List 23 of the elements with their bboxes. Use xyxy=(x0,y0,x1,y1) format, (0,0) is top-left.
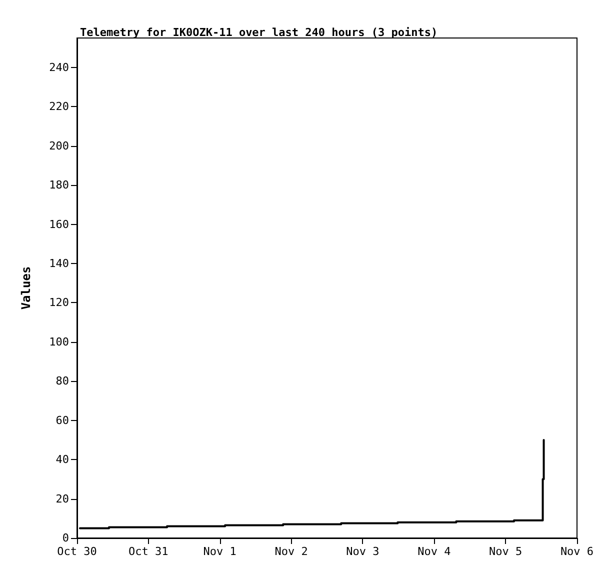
y-tick-label: 140 xyxy=(49,256,69,270)
y-tick-label: 180 xyxy=(49,178,69,192)
y-tick-label: 20 xyxy=(56,492,69,506)
y-tick-label: 80 xyxy=(56,374,69,388)
y-tick-label: 220 xyxy=(49,100,69,114)
y-tick-label: 40 xyxy=(56,453,69,466)
x-tick-label: Nov 3 xyxy=(346,545,380,558)
x-tick-label: Oct 30 xyxy=(57,545,97,558)
y-tick-label: 60 xyxy=(56,414,69,427)
x-tick-label: Nov 1 xyxy=(203,545,236,558)
x-tick-label: Nov 6 xyxy=(560,545,594,558)
y-tick-label: 100 xyxy=(49,335,69,348)
y-tick-label: 160 xyxy=(49,218,69,231)
y-tick-label: 120 xyxy=(49,296,69,310)
y-tick-label: 240 xyxy=(49,60,69,74)
x-tick-label: Nov 4 xyxy=(418,545,452,558)
y-tick-label: 0 xyxy=(62,532,69,544)
x-tick-label: Nov 2 xyxy=(274,545,308,558)
chart-title: Telemetry for IK0OZK-11 over last 240 hours (3 points) xyxy=(80,26,438,39)
x-tick-label: Oct 31 xyxy=(128,545,168,558)
y-tick-label: 200 xyxy=(49,139,69,152)
y-axis-title: Values xyxy=(19,266,33,310)
x-tick-label: Nov 5 xyxy=(489,545,522,558)
